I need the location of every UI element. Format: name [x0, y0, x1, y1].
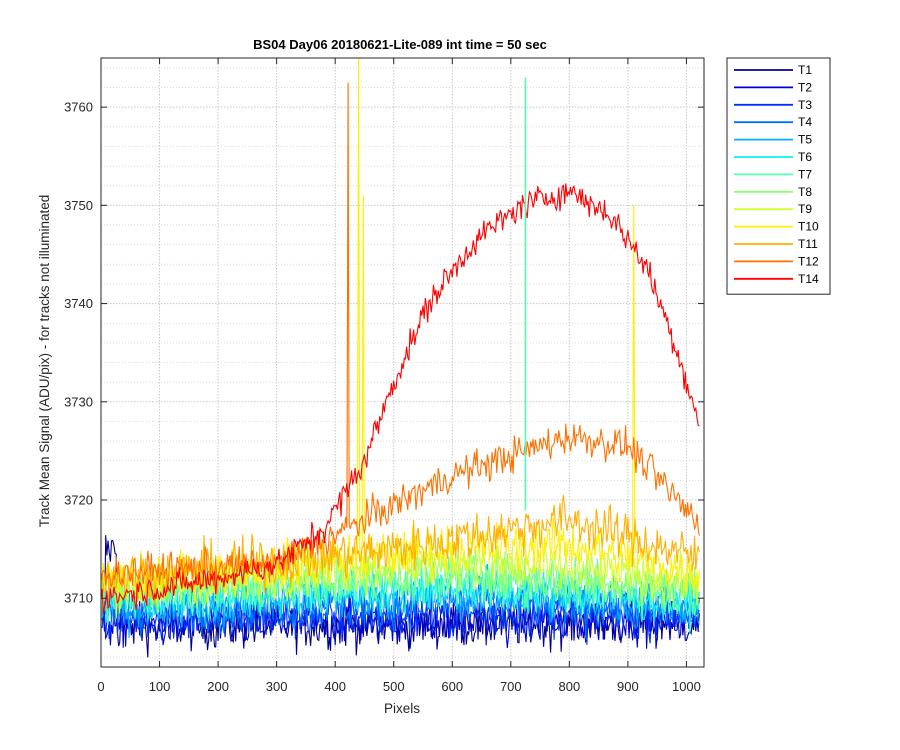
- legend-label-t9: T9: [798, 202, 812, 216]
- x-tick-label: 700: [500, 679, 522, 694]
- y-tick-label: 3730: [64, 394, 93, 409]
- series-line-t14: [101, 183, 700, 614]
- series-line-t10: [101, 58, 700, 607]
- legend-label-t10: T10: [798, 220, 819, 234]
- legend-label-t5: T5: [798, 133, 812, 147]
- x-axis-label: Pixels: [384, 701, 420, 716]
- series-line-t9: [101, 534, 700, 619]
- x-tick-label: 100: [149, 679, 171, 694]
- x-tick-label: 400: [324, 679, 346, 694]
- legend-label-t4: T4: [798, 115, 812, 129]
- legend: T1 T2 T3 T4 T5 T6 T7 T8 T9 T10 T11 T12 T14: [726, 57, 831, 295]
- legend-label-t2: T2: [798, 80, 812, 94]
- x-tick-label: 0: [97, 679, 104, 694]
- x-tick-label: 800: [558, 679, 580, 694]
- legend-box: [726, 57, 831, 295]
- x-tick-label: 500: [383, 679, 405, 694]
- y-tick-label: 3750: [64, 198, 93, 213]
- axes-box: [100, 57, 705, 668]
- series-line-t12: [101, 82, 700, 593]
- legend-label-t14: T14: [798, 272, 819, 286]
- series-line-t5: [101, 563, 700, 638]
- y-tick-label: 3720: [64, 493, 93, 508]
- legend-label-t12: T12: [798, 254, 819, 268]
- x-tick-label: 300: [266, 679, 288, 694]
- x-tick-label: 900: [617, 679, 639, 694]
- ticks: 0 100 200 300 400 500 600 700 800 900 1000 3710 3720…: [64, 58, 704, 694]
- y-tick-label: 3710: [64, 591, 93, 606]
- legend-label-t3: T3: [798, 98, 812, 112]
- chart-title: BS04 Day06 20180621-Lite-089 int time = …: [253, 37, 547, 52]
- plot-area: [101, 58, 700, 658]
- x-tick-label: 200: [207, 679, 229, 694]
- x-tick-label: 1000: [672, 679, 701, 694]
- y-tick-label: 3760: [64, 100, 93, 115]
- legend-label-t11: T11: [798, 237, 818, 251]
- legend-label-t7: T7: [798, 167, 812, 181]
- x-tick-label: 600: [441, 679, 463, 694]
- legend-label-t6: T6: [798, 150, 812, 164]
- legend-label-t8: T8: [798, 185, 812, 199]
- legend-label-t1: T1: [798, 63, 812, 77]
- y-axis-label: Track Mean Signal (ADU/pix) - for tracks…: [37, 195, 52, 528]
- y-tick-label: 3740: [64, 296, 93, 311]
